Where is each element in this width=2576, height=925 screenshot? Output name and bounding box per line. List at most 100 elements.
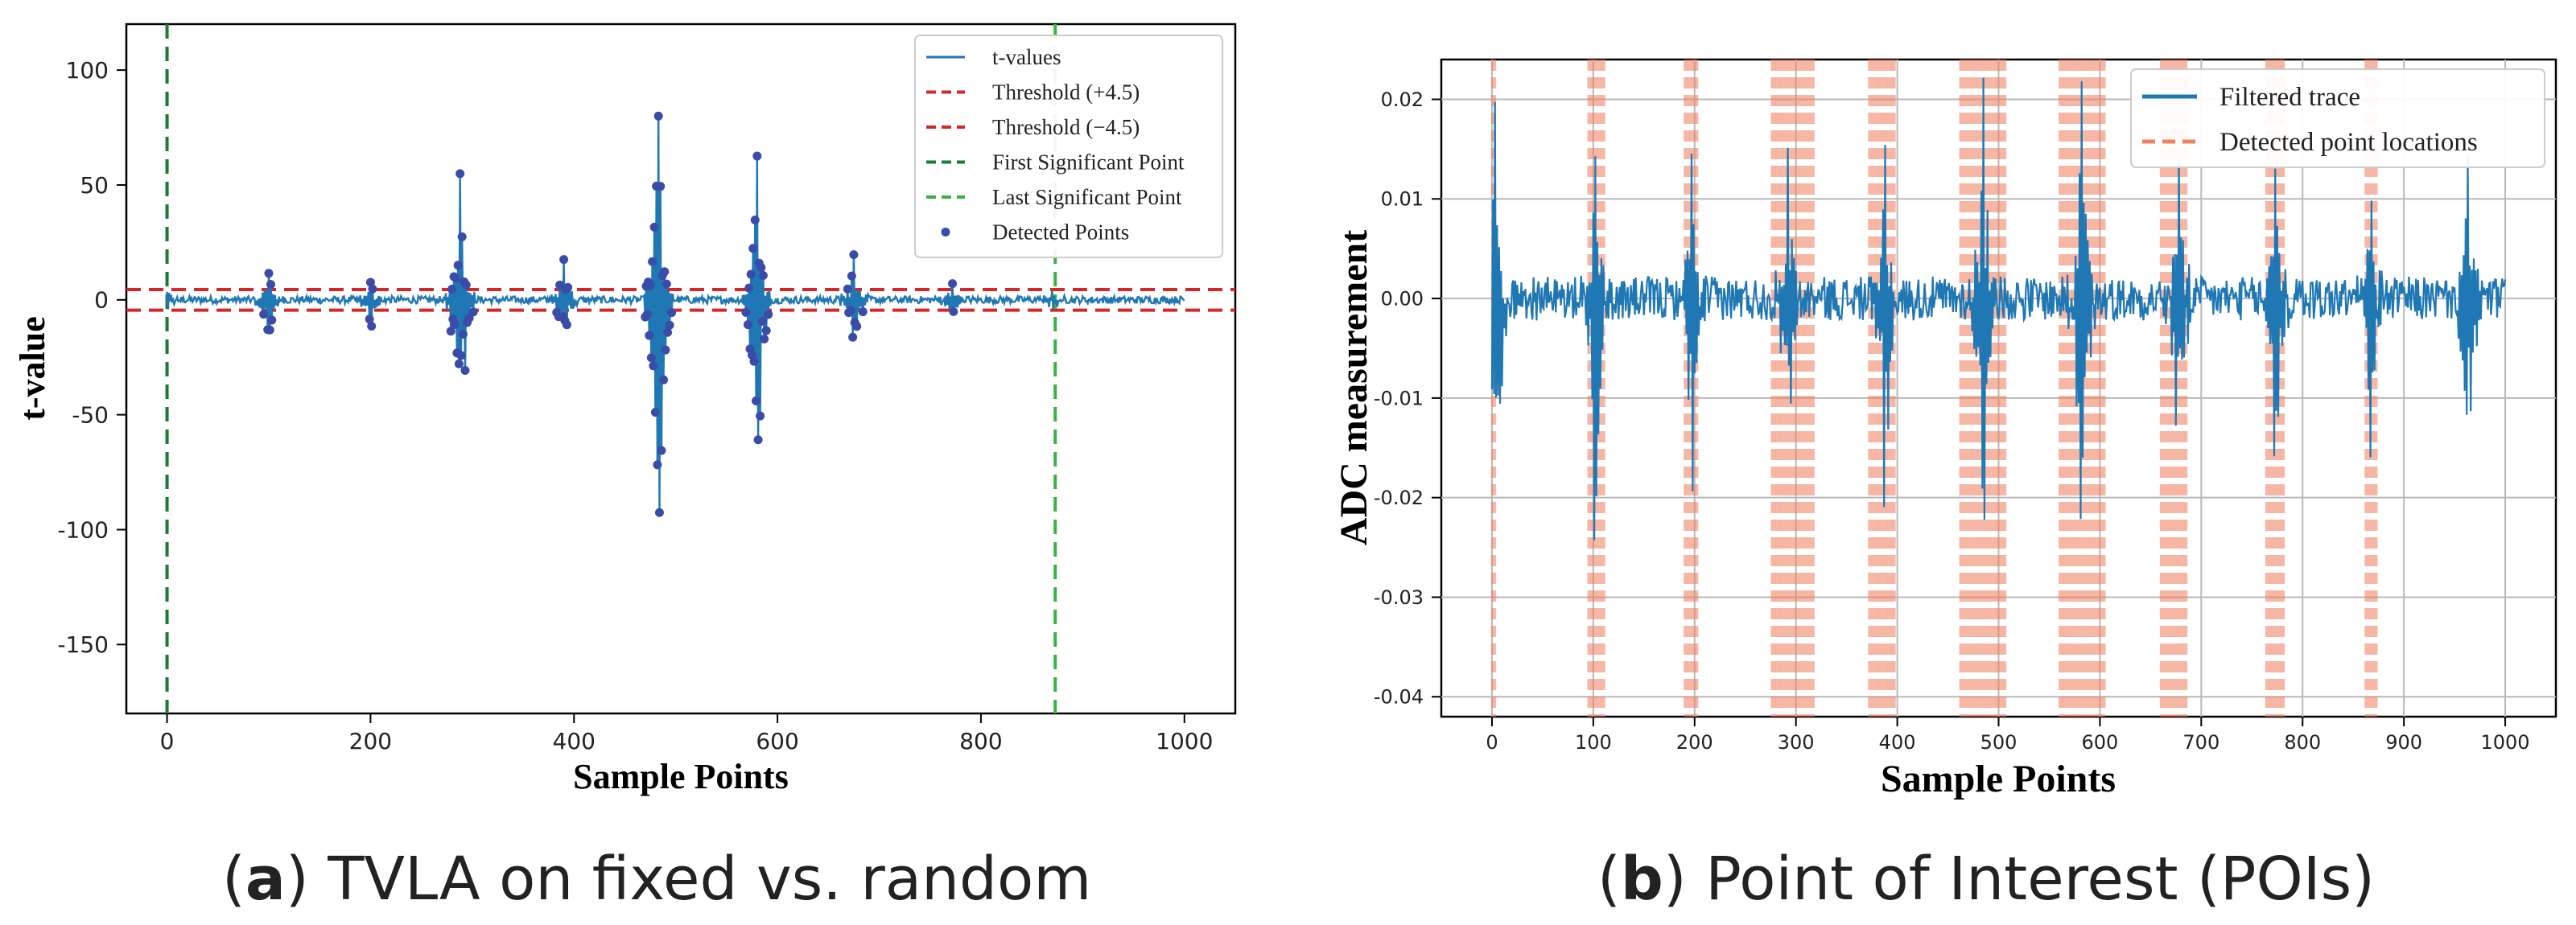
- x-tick-label: 700: [2182, 731, 2219, 754]
- x-tick-label: 1000: [1156, 728, 1213, 754]
- legend: t-values Threshold (+4.5) Threshold (−4.5)…: [914, 35, 1223, 258]
- detected-point: [743, 320, 752, 330]
- detected-point: [849, 250, 859, 260]
- legend-label: First Significant Point: [992, 150, 1185, 175]
- x-tick-label: 400: [1879, 731, 1916, 754]
- caption-a-text: TVLA on fixed vs. random: [328, 845, 1092, 914]
- y-tick-label: -100: [57, 516, 109, 543]
- detected-point: [756, 411, 765, 421]
- x-tick-label: 100: [1575, 731, 1612, 754]
- caption-b-text: Point of Interest (POIs): [1705, 845, 2376, 914]
- legend-label: t-values: [992, 45, 1061, 69]
- detected-point: [843, 284, 852, 294]
- detected-point: [756, 263, 766, 273]
- legend-label: Detected Points: [992, 220, 1129, 245]
- x-axis-label: Sample Points: [573, 757, 789, 796]
- x-tick-label: 600: [756, 728, 798, 754]
- detected-point: [367, 321, 377, 331]
- detected-point: [749, 356, 759, 366]
- x-tick-label: 800: [959, 728, 1002, 754]
- detected-point: [657, 446, 666, 455]
- detected-point: [846, 306, 855, 315]
- detected-point: [649, 222, 659, 232]
- detected-point: [646, 353, 656, 363]
- x-tick-label: 1000: [2481, 731, 2530, 754]
- x-tick-label: 0: [1486, 731, 1498, 754]
- legend: Filtered trace Detected point locations: [2130, 68, 2545, 168]
- detected-point: [752, 151, 762, 161]
- detected-point: [656, 182, 666, 191]
- caption-a-letter: a: [245, 845, 286, 914]
- detected-point: [645, 331, 654, 340]
- legend-box: [2130, 68, 2545, 168]
- filtered-trace-series: [1490, 77, 2507, 541]
- detected-point: [454, 359, 464, 368]
- legend-label: Last Significant Point: [992, 185, 1182, 209]
- legend-label: Threshold (+4.5): [992, 80, 1140, 105]
- detected-point: [451, 273, 461, 283]
- detected-point: [662, 279, 671, 289]
- detected-point: [368, 284, 377, 294]
- detected-point: [267, 315, 277, 325]
- legend-label: Detected point locations: [2219, 128, 2478, 157]
- t-values-series: [166, 116, 1185, 513]
- detected-point: [752, 396, 761, 405]
- x-axis-label: Sample Points: [1881, 758, 2116, 800]
- detected-point: [847, 271, 856, 281]
- y-tick-label: 0.00: [1381, 287, 1424, 310]
- detected-point: [265, 325, 274, 335]
- detected-point: [562, 320, 571, 330]
- detected-point: [365, 278, 375, 287]
- y-tick-label: 50: [80, 172, 109, 199]
- detected-point: [563, 282, 573, 292]
- detected-point: [447, 285, 457, 294]
- detected-point: [645, 281, 655, 290]
- detected-point: [761, 326, 771, 335]
- detected-point: [948, 279, 958, 289]
- x-tick-label: 200: [349, 728, 392, 754]
- detected-point: [848, 332, 858, 342]
- y-tick-label: -50: [72, 401, 109, 428]
- detected-point: [660, 267, 670, 277]
- detected-point: [760, 334, 769, 343]
- detected-point: [852, 322, 862, 331]
- detected-point: [748, 244, 758, 253]
- detected-point: [653, 111, 663, 121]
- y-tick-label: 0.01: [1381, 188, 1424, 211]
- detected-point: [456, 351, 466, 360]
- detected-point: [667, 308, 677, 318]
- detected-point: [450, 319, 460, 329]
- caption-b: (b) Point of Interest (POIs): [1597, 845, 2376, 914]
- x-tick-label: 200: [1676, 731, 1713, 754]
- detected-point: [858, 307, 868, 317]
- detected-point: [457, 232, 467, 241]
- detected-point: [468, 307, 478, 317]
- x-tick-label: 500: [1980, 731, 2018, 754]
- legend-box: [914, 35, 1223, 258]
- detected-point: [741, 307, 751, 317]
- caption-b-letter: b: [1620, 845, 1663, 914]
- detected-point: [461, 280, 471, 290]
- detected-point: [365, 314, 374, 324]
- detected-point: [460, 365, 470, 375]
- y-tick-label: 0: [94, 287, 109, 314]
- legend-marker: [941, 228, 950, 236]
- detected-point: [659, 375, 669, 384]
- panel-b-poi-chart: 0 100 200 300 400 500 600 700 800 900 1000 0.02 0.01…: [1333, 58, 2557, 800]
- detected-point: [559, 255, 569, 265]
- y-tick-label: -0.02: [1374, 487, 1424, 509]
- detected-point: [446, 327, 455, 336]
- detected-point: [648, 257, 657, 266]
- detected-point: [453, 261, 463, 270]
- y-axis-label: ADC measurement: [1333, 230, 1375, 545]
- detected-point: [654, 508, 664, 517]
- panel-a-tvla-chart: 0 200 400 600 800 1000 100 50 0 -50 -100 -150 t-val…: [13, 23, 1237, 796]
- detected-point: [653, 460, 662, 470]
- x-tick-label: 900: [2385, 731, 2422, 754]
- detected-point: [949, 306, 958, 316]
- detected-point: [642, 310, 652, 319]
- y-tick-label: -0.03: [1374, 586, 1424, 609]
- detected-point: [750, 216, 760, 225]
- y-tick-label: 100: [66, 57, 109, 84]
- detected-point: [259, 310, 269, 319]
